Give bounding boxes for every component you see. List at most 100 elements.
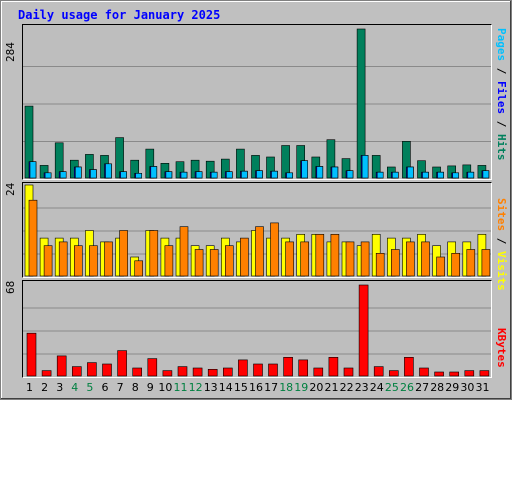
pages-bar	[452, 172, 460, 179]
hits-files-pages-panel	[22, 24, 492, 180]
sites-bar	[240, 237, 249, 277]
sites-bar	[58, 241, 68, 277]
sites-bar	[436, 256, 445, 277]
legend-files: Files	[495, 81, 508, 115]
sites-bar	[28, 199, 38, 277]
kbytes-legend: KBytes	[494, 328, 510, 488]
sites-bar	[104, 241, 113, 277]
kbytes-bar	[162, 370, 173, 377]
day-label: 14	[218, 381, 233, 394]
kbytes-bar	[132, 367, 142, 377]
pages-bar	[195, 171, 203, 179]
pages-bar	[437, 171, 444, 179]
day-label: 3	[56, 381, 64, 394]
pages-bar	[120, 171, 127, 179]
legend-sep: /	[495, 114, 508, 134]
legend-hits: Hits	[495, 134, 508, 161]
pages-bar	[150, 166, 158, 179]
pages-bar	[74, 166, 82, 179]
day-label: 4	[71, 381, 79, 394]
day-axis-labels: 1 2 3 4 5 6 7 8 9 10 11 12 13 14 15 16 17 18 19 20 21 22 23 24 2…	[22, 381, 490, 397]
pages-bar	[44, 172, 52, 179]
hits-files-pages-chart	[23, 28, 491, 179]
day-label: 31	[475, 381, 490, 394]
kbytes-bar	[313, 367, 324, 377]
kbytes-bar	[26, 332, 37, 377]
kbytes-bar	[404, 357, 414, 377]
sites-bar	[255, 226, 264, 277]
day-label: 15	[233, 381, 248, 394]
kbytes-bar	[343, 367, 354, 377]
sites-bar	[421, 241, 430, 277]
pages-bar	[90, 169, 97, 179]
kbytes-bar	[328, 357, 339, 377]
sites-bar	[225, 245, 234, 277]
sites-bar	[360, 241, 370, 277]
pages-bar	[346, 170, 354, 179]
pages-bar	[361, 155, 369, 179]
day-label: 1	[26, 381, 33, 394]
sites-bar	[345, 241, 355, 277]
kbytes-bar	[449, 371, 460, 377]
sites-bar	[73, 245, 83, 277]
day-label: 20	[309, 381, 324, 394]
pages-bar	[482, 170, 490, 179]
pages-bar	[165, 171, 173, 179]
kbytes-bar	[147, 358, 158, 377]
pages-bar	[286, 172, 293, 179]
day-label: 24	[369, 381, 384, 394]
day-label: 22	[339, 381, 354, 394]
day-label: 13	[203, 381, 218, 394]
day-label: 8	[131, 381, 139, 394]
day-label: 23	[354, 381, 369, 394]
pages-bar	[210, 171, 218, 179]
day-label: 18	[279, 381, 294, 394]
kbytes-chart	[23, 284, 491, 377]
kbytes-bar	[56, 355, 67, 377]
kbytes-bar	[298, 359, 309, 377]
visits-ymax-text: 24	[4, 182, 17, 196]
kbytes-bar	[41, 370, 52, 377]
kbytes-bar	[283, 357, 293, 377]
sites-visits-chart	[23, 184, 491, 277]
day-label: 19	[294, 381, 309, 394]
sites-bar	[451, 253, 461, 277]
sites-bar	[194, 249, 204, 277]
day-label: 29	[445, 381, 460, 394]
kbytes-bar	[192, 367, 203, 377]
sites-bar	[209, 249, 219, 277]
day-label: 5	[86, 381, 94, 394]
kbytes-bar	[419, 367, 429, 377]
day-label: 25	[384, 381, 399, 394]
legend-kbytes: KBytes	[495, 328, 508, 368]
day-label: 6	[101, 381, 109, 394]
pages-bar	[407, 166, 414, 179]
sites-bar	[466, 249, 476, 277]
day-label: 28	[430, 381, 445, 394]
sites-bar	[300, 241, 310, 277]
pages-bar	[467, 171, 475, 179]
kbytes-bar	[268, 363, 278, 377]
pages-bar	[331, 166, 339, 179]
sites-bar	[375, 253, 385, 277]
legend-pages: Pages	[495, 28, 508, 62]
kbytes-bar	[102, 363, 112, 377]
sites-bar	[164, 245, 174, 277]
day-label: 30	[460, 381, 475, 394]
pages-bar	[59, 171, 67, 179]
day-label: 27	[415, 381, 430, 394]
day-label: 2	[41, 381, 49, 394]
kbytes-bar	[373, 366, 384, 377]
sites-bar	[134, 260, 143, 277]
visits-ymax-label: 24	[4, 183, 18, 256]
kbytes-bar	[117, 350, 127, 377]
day-label: 7	[116, 381, 124, 394]
sites-bar	[270, 222, 279, 277]
sites-bar	[285, 241, 294, 277]
kbytes-bar	[479, 370, 490, 377]
day-label: 17	[264, 381, 279, 394]
pages-bar	[241, 170, 248, 179]
kbytes-bar	[464, 370, 475, 377]
kbytes-bar	[434, 371, 444, 377]
pages-bar	[301, 160, 309, 179]
